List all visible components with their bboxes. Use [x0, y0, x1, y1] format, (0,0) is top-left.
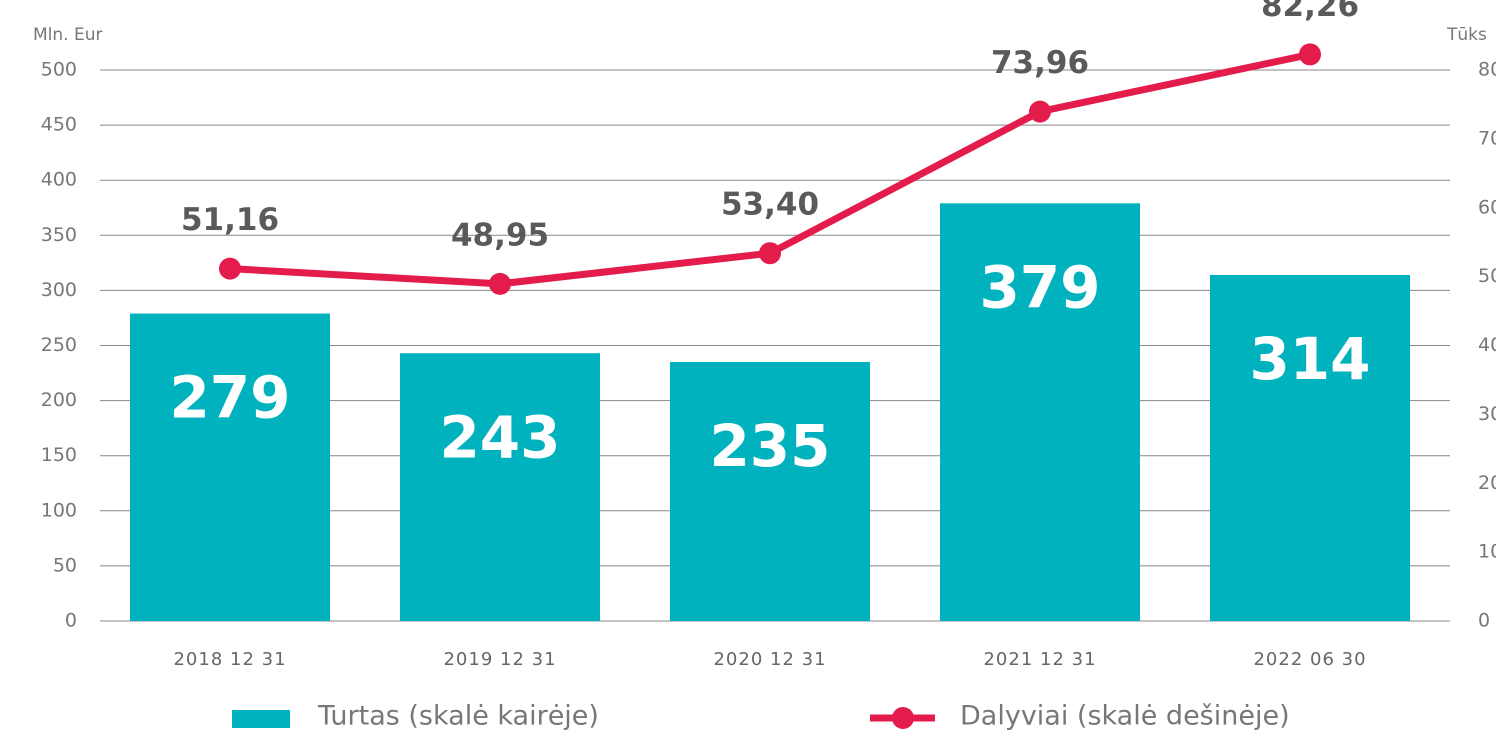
bar-label: 243: [439, 403, 560, 471]
bar-label: 279: [169, 364, 290, 432]
y2-axis-label: Tūks: [1446, 25, 1487, 45]
y-tick-label: 350: [41, 224, 77, 246]
bar-label: 379: [979, 253, 1100, 321]
x-tick-label: 2018 12 31: [173, 649, 286, 670]
y2-tick-label: 10: [1478, 541, 1496, 563]
y-tick-label: 150: [41, 444, 77, 466]
line-point: [1029, 100, 1051, 123]
line-point: [489, 272, 511, 295]
y-tick-label: 50: [53, 554, 77, 576]
y2-tick-label: 0: [1478, 610, 1490, 632]
x-tick-label: 2021 12 31: [983, 649, 1096, 670]
line-label: 51,16: [181, 202, 279, 238]
y-tick-label: 400: [41, 169, 77, 191]
bar: [1210, 274, 1410, 621]
x-tick-label: 2020 12 31: [713, 649, 826, 670]
line-point: [759, 242, 781, 265]
y-tick-label: 500: [41, 59, 77, 81]
line-label: 73,96: [991, 45, 1089, 81]
y2-tick-label: 40: [1478, 334, 1496, 356]
line-label: 48,95: [451, 217, 549, 253]
y2-tick-label: 60: [1478, 196, 1496, 218]
legend-label: Turtas (skalė kairėje): [317, 701, 599, 732]
x-tick-label: 2022 06 30: [1253, 649, 1366, 670]
legend-swatch: [232, 710, 290, 728]
y-tick-label: 250: [41, 334, 77, 356]
y-tick-label: 200: [41, 389, 77, 411]
bar-label: 235: [709, 412, 830, 480]
x-tick-label: 2019 12 31: [443, 649, 556, 670]
bar-label: 314: [1249, 325, 1370, 393]
bar: [130, 313, 330, 621]
bar: [940, 203, 1140, 622]
line-label: 82,26: [1261, 0, 1359, 24]
y2-tick-label: 70: [1478, 127, 1496, 149]
y2-tick-label: 30: [1478, 403, 1496, 425]
line-point: [219, 257, 241, 280]
y-axis-label: Mln. Eur: [33, 25, 102, 45]
bar: [670, 362, 870, 621]
line-point: [1299, 43, 1321, 66]
y2-tick-label: 80: [1478, 59, 1496, 81]
y-tick-label: 300: [41, 279, 77, 301]
line-label: 53,40: [721, 187, 819, 223]
bar: [400, 353, 600, 621]
legend-marker: [892, 707, 914, 729]
y-tick-label: 450: [41, 114, 77, 136]
y2-tick-label: 20: [1478, 472, 1496, 494]
y-tick-label: 0: [65, 610, 77, 632]
legend-label: Dalyviai (skalė dešinėje): [960, 701, 1290, 732]
y-tick-label: 100: [41, 499, 77, 521]
y2-tick-label: 50: [1478, 265, 1496, 287]
